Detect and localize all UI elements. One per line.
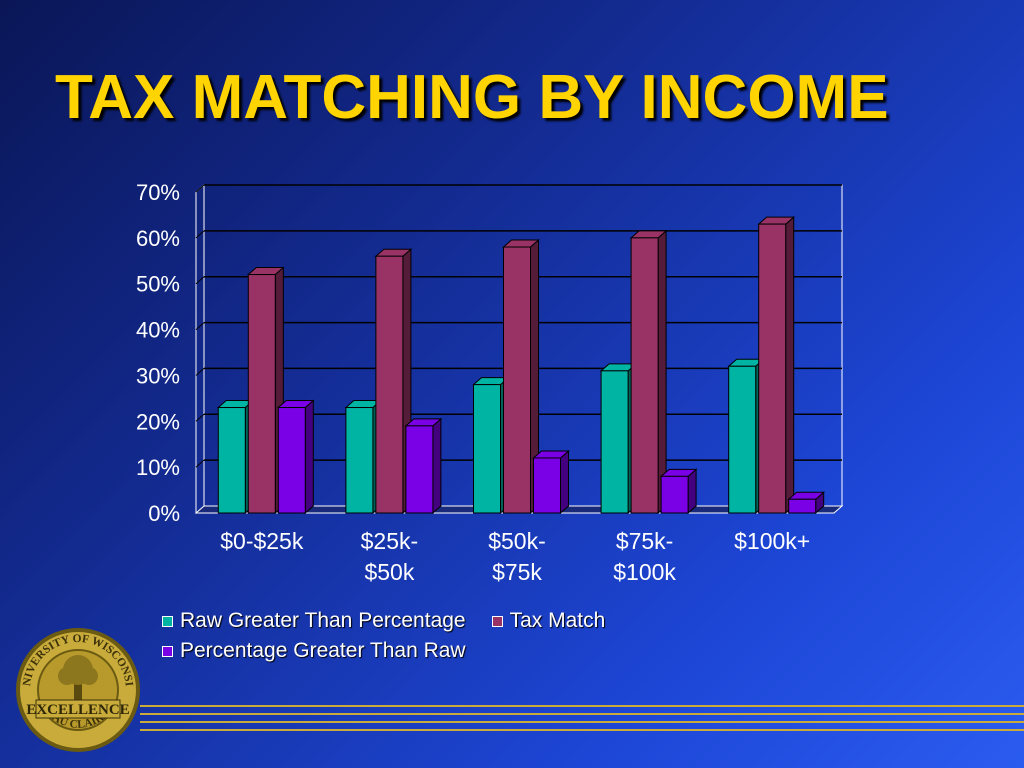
- bar-side: [785, 215, 795, 515]
- x-tick-label: $100k+: [734, 528, 810, 554]
- y-tick-label: 10%: [136, 455, 180, 480]
- gridline-side: [195, 276, 205, 285]
- seal-center-text: EXCELLENCE: [26, 702, 129, 718]
- gridline-side: [195, 184, 205, 193]
- bar-side: [304, 399, 314, 515]
- bar-side: [657, 229, 667, 515]
- y-tick-label: 60%: [136, 226, 180, 251]
- legend-swatch-tax-match: [491, 615, 503, 627]
- x-tick-label: $0-$25k: [220, 528, 304, 554]
- x-tick-label: $75k: [492, 559, 542, 585]
- tree-icon: [58, 655, 98, 704]
- bar: [728, 365, 757, 514]
- slide-title: TAX MATCHING BY INCOME: [55, 63, 889, 132]
- gridline-side: [195, 413, 205, 422]
- bar: [247, 274, 276, 514]
- x-tick-label: $100k: [613, 559, 676, 585]
- chart-legend: Raw Greater Than Percentage Tax Match Pe…: [162, 606, 631, 666]
- bar-side: [560, 449, 569, 515]
- bar-chart: 0% 10% 20% 30% 40% 50% 60% 70% $0-$25k $25k- $50k $…: [136, 180, 842, 585]
- gridline-side: [195, 459, 205, 468]
- bar: [630, 237, 659, 514]
- bar: [503, 246, 531, 514]
- bar: [660, 475, 689, 514]
- bar: [345, 407, 374, 514]
- bar: [277, 407, 306, 514]
- y-tick-label: 70%: [136, 180, 180, 205]
- legend-item-tax-match: Tax Match: [491, 609, 606, 633]
- decorative-stripes: [140, 705, 1024, 731]
- gridline-side: [195, 322, 205, 330]
- legend-label-raw-greater: Raw Greater Than Percentage: [180, 609, 466, 632]
- bar-side: [432, 417, 442, 515]
- legend-row-2: Percentage Greater Than Raw: [162, 636, 631, 666]
- y-tick-label: 40%: [136, 318, 180, 343]
- legend-swatch-percentage-greater: [162, 645, 173, 657]
- legend-row-1: Raw Greater Than Percentage Tax Match: [162, 606, 631, 636]
- legend-label-percentage-greater: Percentage Greater Than Raw: [180, 639, 466, 662]
- y-tick-label: 20%: [136, 409, 180, 434]
- x-tick-label: $75k-: [616, 528, 674, 554]
- y-tick-label: 50%: [136, 272, 180, 297]
- x-tick-label: $50k: [364, 559, 414, 585]
- y-tick-label: 30%: [136, 363, 180, 388]
- legend-item-percentage-greater: Percentage Greater Than Raw: [162, 639, 466, 663]
- bar: [473, 384, 501, 514]
- bar: [758, 223, 787, 514]
- legend-item-raw-greater: Raw Greater Than Percentage: [162, 609, 466, 633]
- bar: [600, 370, 629, 514]
- legend-swatch-raw-greater: [162, 615, 173, 627]
- legend-label-tax-match: Tax Match: [509, 609, 606, 632]
- gridline-side: [195, 230, 205, 239]
- bar: [788, 498, 817, 514]
- bar: [375, 255, 404, 514]
- gridline-side: [195, 368, 205, 376]
- y-tick-label: 0%: [148, 501, 180, 526]
- bar: [217, 407, 246, 514]
- bar: [533, 457, 561, 514]
- x-tick-label: $50k-: [488, 528, 546, 554]
- bar: [405, 425, 434, 514]
- x-tick-label: $25k-: [361, 528, 419, 554]
